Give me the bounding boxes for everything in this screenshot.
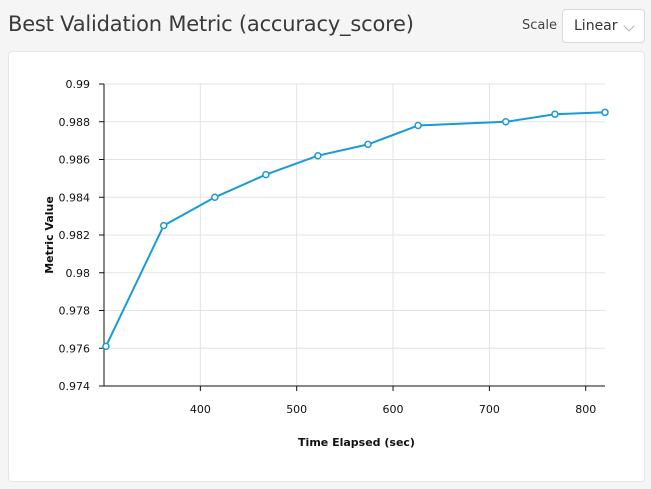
x-tick-label: 700 bbox=[479, 403, 500, 416]
y-axis-ticks: 0.974 0.976 0.978 0.98 0.982 0.984 0.986 0.988 0… bbox=[59, 78, 104, 393]
x-tick-label: 400 bbox=[190, 403, 211, 416]
data-point[interactable] bbox=[364, 140, 372, 149]
data-point[interactable] bbox=[414, 121, 422, 130]
data-point[interactable] bbox=[601, 108, 609, 117]
data-point[interactable] bbox=[102, 342, 110, 351]
data-point[interactable] bbox=[314, 151, 322, 160]
data-point[interactable] bbox=[502, 118, 510, 126]
y-tick-label: 0.974 bbox=[59, 380, 91, 393]
data-point[interactable] bbox=[551, 110, 559, 118]
x-axis-title: Time Elapsed (sec) bbox=[298, 436, 415, 449]
chart-grid bbox=[104, 83, 605, 387]
x-tick-label: 600 bbox=[383, 403, 404, 416]
y-tick-label: 0.99 bbox=[66, 78, 91, 91]
data-points bbox=[102, 108, 609, 351]
y-tick-label: 0.976 bbox=[59, 342, 91, 355]
series-line bbox=[104, 111, 606, 347]
y-tick-label: 0.988 bbox=[59, 116, 91, 129]
scale-selected-value: Linear bbox=[574, 18, 618, 34]
y-tick-label: 0.98 bbox=[66, 267, 91, 280]
data-point[interactable] bbox=[262, 170, 270, 179]
x-axis-ticks: 400 500 600 700 800 bbox=[190, 386, 596, 416]
page-title: Best Validation Metric (accuracy_score) bbox=[8, 12, 414, 36]
chart-panel bbox=[8, 51, 645, 482]
y-tick-label: 0.984 bbox=[59, 191, 91, 204]
scale-label: Scale bbox=[522, 18, 557, 33]
y-axis-title: Metric Value bbox=[43, 196, 56, 274]
scale-select[interactable]: Linear bbox=[562, 9, 645, 43]
x-tick-label: 800 bbox=[575, 403, 596, 416]
y-tick-label: 0.986 bbox=[59, 154, 91, 167]
data-point[interactable] bbox=[211, 193, 219, 201]
x-tick-label: 500 bbox=[286, 403, 307, 416]
y-tick-label: 0.982 bbox=[59, 229, 91, 242]
data-point[interactable] bbox=[159, 221, 168, 230]
y-tick-label: 0.978 bbox=[59, 305, 91, 318]
